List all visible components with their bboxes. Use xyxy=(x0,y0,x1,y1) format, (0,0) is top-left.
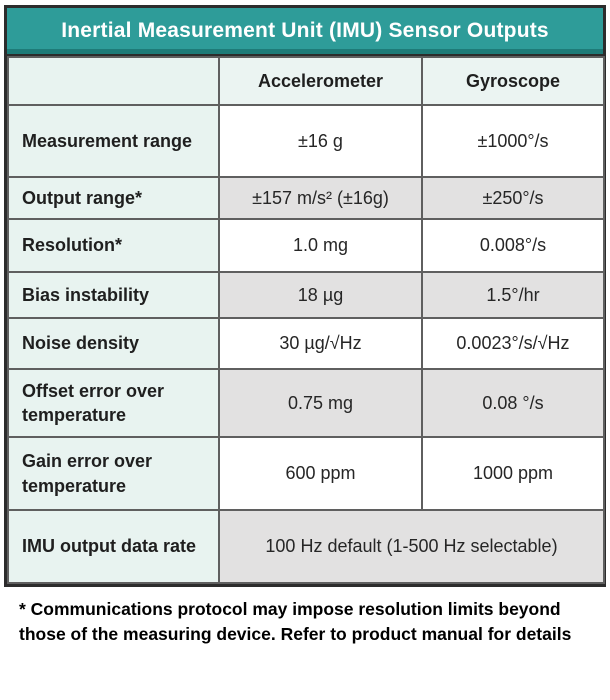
cell-accelerometer: ±16 g xyxy=(218,104,423,178)
row-label: Bias instability xyxy=(7,271,220,319)
corner-cell xyxy=(7,56,220,106)
cell-gyroscope: 1000 ppm xyxy=(421,436,605,511)
cell-gyroscope: ±1000°/s xyxy=(421,104,605,178)
table-row-resolution: Resolution* 1.0 mg 0.008°/s xyxy=(7,218,605,273)
cell-accelerometer: ±157 m/s² (±16g) xyxy=(218,176,423,220)
column-header-accelerometer: Accelerometer xyxy=(218,56,423,106)
table-row-output-range: Output range* ±157 m/s² (±16g) ±250°/s xyxy=(7,176,605,220)
row-label: Noise density xyxy=(7,317,220,370)
table-row-bias-instability: Bias instability 18 µg 1.5°/hr xyxy=(7,271,605,319)
imu-spec-card: Inertial Measurement Unit (IMU) Sensor O… xyxy=(4,5,606,647)
table-row-measurement-range: Measurement range ±16 g ±1000°/s xyxy=(7,104,605,178)
table-frame: Inertial Measurement Unit (IMU) Sensor O… xyxy=(4,5,606,587)
cell-merged-value: 100 Hz default (1-500 Hz selectable) xyxy=(218,509,605,584)
table-row-offset-error: Offset error over temperature 0.75 mg 0.… xyxy=(7,368,605,438)
cell-accelerometer: 600 ppm xyxy=(218,436,423,511)
row-label: Output range* xyxy=(7,176,220,220)
cell-gyroscope: ±250°/s xyxy=(421,176,605,220)
cell-accelerometer: 30 µg/√Hz xyxy=(218,317,423,370)
cell-gyroscope: 0.0023°/s/√Hz xyxy=(421,317,605,370)
cell-accelerometer: 0.75 mg xyxy=(218,368,423,438)
row-label: Gain error over temperature xyxy=(7,436,220,511)
cell-gyroscope: 1.5°/hr xyxy=(421,271,605,319)
table-title: Inertial Measurement Unit (IMU) Sensor O… xyxy=(61,19,549,42)
column-header-gyroscope: Gyroscope xyxy=(421,56,605,106)
cell-accelerometer: 18 µg xyxy=(218,271,423,319)
cell-gyroscope: 0.08 °/s xyxy=(421,368,605,438)
table-row-gain-error: Gain error over temperature 600 ppm 1000… xyxy=(7,436,605,511)
column-header-row: Accelerometer Gyroscope xyxy=(7,56,605,106)
row-label: IMU output data rate xyxy=(7,509,220,584)
imu-spec-table: Accelerometer Gyroscope Measurement rang… xyxy=(7,56,605,584)
table-title-bar: Inertial Measurement Unit (IMU) Sensor O… xyxy=(7,8,603,56)
table-row-noise-density: Noise density 30 µg/√Hz 0.0023°/s/√Hz xyxy=(7,317,605,370)
cell-accelerometer: 1.0 mg xyxy=(218,218,423,273)
row-label: Offset error over temperature xyxy=(7,368,220,438)
footnote: * Communications protocol may impose res… xyxy=(19,599,572,644)
table-row-output-data-rate: IMU output data rate 100 Hz default (1-5… xyxy=(7,509,605,584)
row-label: Measurement range xyxy=(7,104,220,178)
cell-gyroscope: 0.008°/s xyxy=(421,218,605,273)
row-label: Resolution* xyxy=(7,218,220,273)
